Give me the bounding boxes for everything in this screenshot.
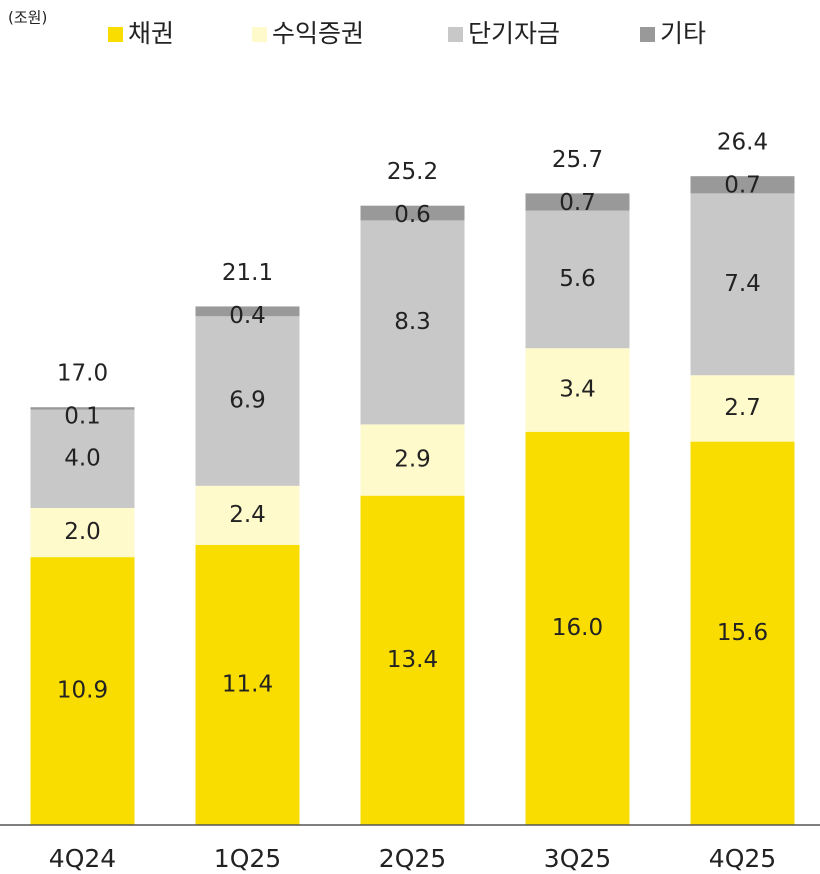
value-label: 5.6 (559, 266, 596, 292)
bar-segment (360, 424, 465, 496)
total-label: 25.2 (387, 159, 438, 185)
legend-swatch (640, 27, 655, 42)
bar-segment (195, 316, 300, 486)
value-label: 10.9 (57, 678, 108, 704)
legend-text: 채권 (128, 19, 174, 48)
bar-segment (525, 348, 630, 432)
bar-segment (30, 557, 135, 825)
value-label: 16.0 (552, 615, 603, 641)
bar-segment (195, 306, 300, 317)
bar-segment (195, 544, 300, 825)
total-label: 26.4 (717, 130, 768, 156)
value-label: 0.6 (394, 202, 431, 228)
bar-segment (525, 193, 630, 211)
legend-text: 수익증권 (272, 19, 364, 48)
bar-segment (525, 210, 630, 349)
bar-segment (690, 441, 795, 825)
x-tick-label: 2Q25 (379, 844, 446, 873)
legend-text: 단기자금 (468, 19, 560, 48)
total-label: 25.7 (552, 147, 603, 173)
bar-segment (195, 485, 300, 545)
x-tick-label: 4Q25 (709, 844, 776, 873)
legend-swatch (252, 27, 267, 42)
legend-swatch (108, 27, 123, 42)
value-label: 8.3 (394, 309, 431, 335)
value-label: 2.9 (394, 447, 431, 473)
bar-segment (690, 193, 795, 376)
bar-segment (690, 375, 795, 442)
bar-segment (30, 407, 135, 410)
bar-segment (30, 507, 135, 558)
bar-segment (360, 220, 465, 425)
bar-segment (525, 431, 630, 825)
bar-segment (690, 176, 795, 194)
value-label: 0.7 (724, 173, 761, 199)
x-tick-label: 4Q24 (49, 844, 116, 873)
value-label: 3.4 (559, 377, 596, 403)
value-label: 0.1 (64, 404, 101, 430)
total-label: 17.0 (57, 361, 108, 387)
legend-swatch (448, 27, 463, 42)
bar-segment (360, 205, 465, 221)
value-label: 2.0 (64, 519, 101, 545)
total-label: 21.1 (222, 260, 273, 286)
x-tick-label: 1Q25 (214, 844, 281, 873)
bar-segment (30, 409, 135, 508)
value-label: 0.7 (559, 190, 596, 216)
value-label: 15.6 (717, 620, 768, 646)
x-tick-label: 3Q25 (544, 844, 611, 873)
value-label: 2.7 (724, 395, 761, 421)
value-label: 4.0 (64, 445, 101, 471)
value-label: 11.4 (222, 671, 273, 697)
value-label: 6.9 (229, 388, 266, 414)
value-label: 2.4 (229, 502, 266, 528)
legend-text: 기타 (660, 19, 706, 48)
value-label: 7.4 (724, 271, 761, 297)
value-label: 0.4 (229, 303, 266, 329)
unit-label: (조원) (8, 9, 47, 27)
value-label: 13.4 (387, 647, 438, 673)
bar-segment (360, 495, 465, 825)
